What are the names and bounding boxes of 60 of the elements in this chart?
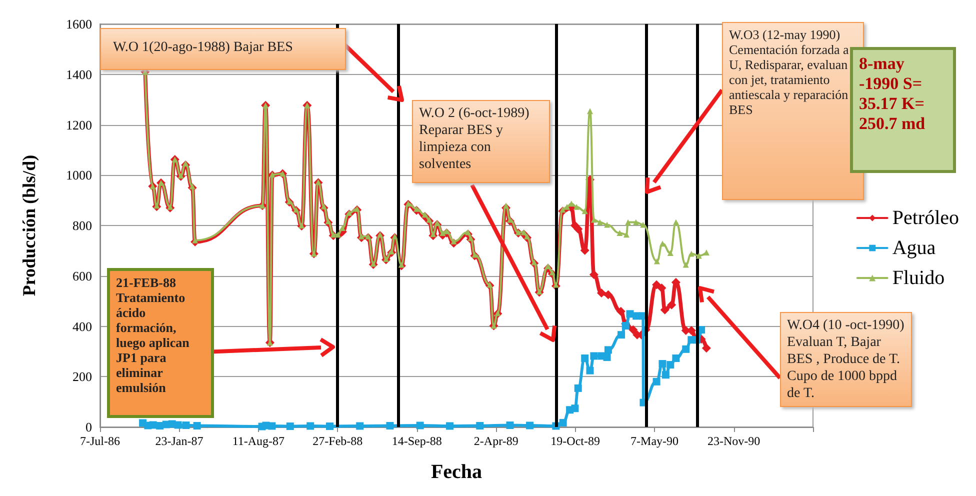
point xyxy=(590,352,598,360)
point xyxy=(326,422,334,430)
x-tick-label: 27-Feb-88 xyxy=(312,434,363,448)
text-box: 8-may -1990 S= 35.17 K= 250.7 md xyxy=(850,47,956,173)
point xyxy=(586,366,594,374)
legend-label: Fluido xyxy=(892,267,945,289)
point xyxy=(574,384,582,392)
point xyxy=(286,422,294,430)
text-box: W.O 2 (6-oct-1989) Reparar BES y limpieza con solventes xyxy=(412,100,550,183)
y-tick-label: 800 xyxy=(72,218,92,233)
y-tick-label: 1400 xyxy=(66,66,92,82)
point xyxy=(174,421,182,429)
point xyxy=(526,422,534,430)
x-tick-label: 11-Aug-87 xyxy=(232,434,285,448)
y-tick-label: 1200 xyxy=(66,117,92,132)
legend-label: Agua xyxy=(892,237,936,259)
x-tick-label: 19-Oct-89 xyxy=(550,434,600,448)
point xyxy=(182,421,190,429)
point xyxy=(652,378,660,386)
point xyxy=(672,354,680,362)
x-axis-title: Fecha xyxy=(430,461,482,483)
text-box: W.O 1(20-ago-1988) Bajar BES xyxy=(100,28,346,70)
point xyxy=(268,422,276,430)
point xyxy=(626,310,634,318)
point xyxy=(476,422,484,430)
point xyxy=(581,354,589,362)
x-tick-label: 23-Jan-87 xyxy=(155,434,204,448)
point xyxy=(416,422,424,430)
point xyxy=(632,312,640,320)
legend-label: Petróleo xyxy=(892,207,960,229)
x-tick-label: 7-Jul-86 xyxy=(80,434,120,448)
point xyxy=(604,346,612,354)
x-tick-label: 14-Sep-88 xyxy=(392,434,442,448)
point xyxy=(446,422,454,430)
point xyxy=(356,422,364,430)
point xyxy=(618,331,626,339)
y-axis-title: Producción (bls/d) xyxy=(19,154,39,296)
y-tick-label: 0 xyxy=(86,420,92,434)
y-tick-label: 1000 xyxy=(66,168,92,183)
point xyxy=(662,371,670,379)
x-tick-label: 23-Nov-90 xyxy=(707,434,760,448)
point xyxy=(571,404,579,412)
text-box: 21-FEB-88 Tratamiento ácido formación, luego aplican JP1 para eliminar emulsión xyxy=(107,268,214,418)
x-tick-label: 7-May-90 xyxy=(630,434,679,448)
x-tick-label: 2-Apr-89 xyxy=(474,434,518,448)
point xyxy=(559,418,567,426)
y-tick-label: 1600 xyxy=(66,16,92,32)
point xyxy=(603,353,611,361)
y-tick-label: 200 xyxy=(72,369,92,384)
point xyxy=(306,422,314,430)
point xyxy=(658,360,666,368)
point xyxy=(193,422,201,430)
y-tick-label: 400 xyxy=(72,318,92,334)
y-tick-label: 600 xyxy=(72,268,92,284)
point xyxy=(386,422,394,430)
point xyxy=(506,421,514,429)
point xyxy=(666,361,674,369)
point xyxy=(622,322,630,330)
text-box: W.O4 (10 -oct-1990) Evaluan T, Bajar BES , Produce de T. Cupo de 1000 bppd de T. xyxy=(780,312,912,407)
point xyxy=(682,345,690,353)
